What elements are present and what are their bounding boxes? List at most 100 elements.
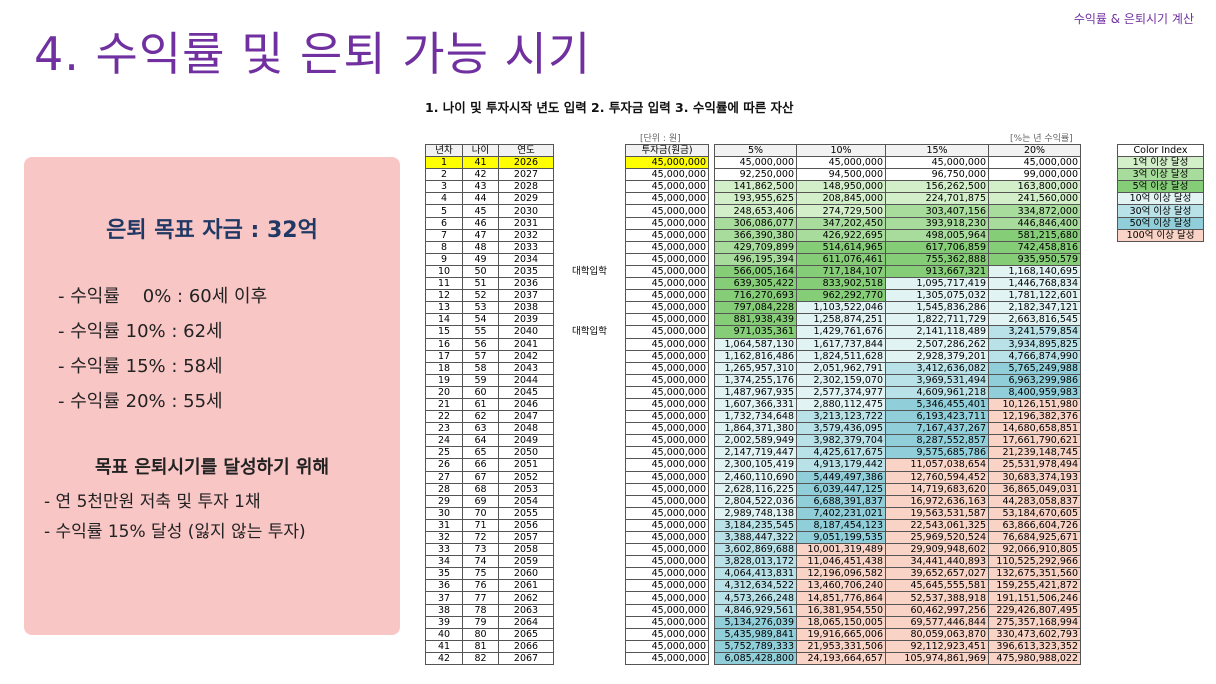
table-cell: 11,046,451,438 (796, 555, 886, 569)
table-cell: 2037 (498, 289, 554, 303)
table-cell: 45,645,555,581 (885, 579, 989, 593)
row: Color Index (1117, 143, 1204, 158)
note (554, 169, 626, 181)
row: 39 79 2064 45,000,000 5,134,276,039 18,065,15… (425, 615, 1081, 629)
table-cell: 45,000,000 (625, 494, 709, 508)
color-index-item: 100억 이상 달성 (1117, 228, 1204, 242)
column-header: 투자금(원금) (625, 143, 709, 158)
table-cell: 274,729,500 (796, 204, 886, 218)
table-cell: 2,880,112,475 (796, 397, 886, 412)
row: 28 68 2053 45,000,000 2,628,116,225 6,039,447… (425, 482, 1081, 496)
table-cell: 64 (462, 434, 499, 448)
table-cell: 69,577,446,844 (885, 615, 989, 629)
note: 대학입학 (572, 265, 607, 277)
table-cell: 38 (425, 603, 463, 617)
table-cell: 30 (425, 506, 463, 520)
note (554, 338, 626, 350)
note (554, 181, 626, 193)
table-cell: 11,057,038,654 (885, 458, 989, 472)
note (554, 483, 626, 495)
table-cell: 41 (425, 639, 463, 653)
table-cell: 76 (462, 579, 499, 593)
table-cell: 73 (462, 543, 499, 557)
table-cell: 92,066,910,805 (988, 543, 1081, 557)
table-cell: 617,706,859 (885, 240, 989, 254)
table-cell: 45,000,000 (625, 240, 709, 254)
spacer (554, 145, 626, 157)
table-cell: 77 (462, 591, 499, 605)
table-cell: 12,760,594,452 (885, 470, 989, 484)
table-cell: 241,560,000 (988, 192, 1081, 206)
table-cell: 2048 (498, 422, 554, 436)
table-cell: 8,187,454,123 (796, 518, 886, 533)
table-cell: 45,000,000 (625, 277, 709, 291)
table-cell: 45,000,000 (625, 264, 709, 279)
table-cell: 2060 (498, 567, 554, 581)
table-cell: 63 (462, 422, 499, 436)
table-cell: 148,950,000 (796, 180, 886, 194)
table-cell: 1,265,957,310 (714, 361, 797, 375)
table-cell: 17 (425, 349, 463, 363)
color-index-item: 50억 이상 달성 (1117, 216, 1204, 230)
note (554, 592, 626, 604)
table-cell: 3,579,436,095 (796, 422, 886, 436)
table-cell: 80,059,063,870 (885, 627, 989, 641)
table-cell: 797,084,228 (714, 301, 797, 315)
table-cell: 1,258,874,251 (796, 313, 886, 327)
table-cell: 45,000,000 (625, 349, 709, 363)
table-cell: 14,851,776,864 (796, 591, 886, 605)
table-cell: 1,781,122,601 (988, 289, 1081, 303)
row: 20 60 2045 45,000,000 1,487,967,935 2,577,374… (425, 385, 1081, 399)
table-cell: 31 (425, 518, 463, 533)
column-header: 20% (988, 143, 1081, 158)
table-cell: 29 (425, 494, 463, 508)
table-cell: 59 (462, 373, 499, 387)
table-cell: 19 (425, 373, 463, 387)
table-cell: 45,000,000 (625, 216, 709, 230)
table-cell: 935,950,579 (988, 252, 1081, 266)
table-cell: 44,283,058,837 (988, 494, 1081, 508)
table-cell: 2,002,589,949 (714, 434, 797, 448)
table-cell: 1,864,371,380 (714, 422, 797, 436)
note (554, 241, 626, 253)
table-cell: 10 (425, 264, 463, 279)
table-cell: 2,460,110,690 (714, 470, 797, 484)
table-cell: 4,766,874,990 (988, 349, 1081, 363)
panel-item: - 연 5천만원 저축 및 투자 1채 (44, 492, 261, 512)
row: 3억 이상 달성 (1117, 168, 1204, 182)
table-cell: 69 (462, 494, 499, 508)
table-cell: 1,487,967,935 (714, 385, 797, 399)
table-cell: 45,000,000 (625, 228, 709, 242)
table-cell: 3,934,895,825 (988, 337, 1081, 351)
header-tag: 수익률 & 은퇴시기 계산 (1073, 12, 1194, 26)
table-cell: 21,953,331,506 (796, 639, 886, 653)
table-cell: 275,357,168,994 (988, 615, 1081, 629)
table-cell: 971,035,361 (714, 325, 797, 339)
row: 17 57 2042 45,000,000 1,162,816,486 1,824,511… (425, 349, 1081, 363)
table-cell: 30,683,374,193 (988, 470, 1081, 484)
table-cell: 303,407,156 (885, 204, 989, 218)
table-cell: 45,000,000 (625, 337, 709, 351)
row: 4 44 2029 45,000,000 193,955,625 208,845,000 2… (425, 192, 1081, 206)
row: 35 75 2060 45,000,000 4,064,413,831 12,196,09… (425, 567, 1081, 581)
note (554, 423, 626, 435)
table-cell: 1,305,075,032 (885, 289, 989, 303)
table-cell: 42 (425, 651, 463, 666)
row: 30 70 2055 45,000,000 2,989,748,138 7,402,231… (425, 506, 1081, 520)
table-cell: 2,989,748,138 (714, 506, 797, 520)
color-index-title: Color Index (1117, 143, 1204, 158)
table-cell: 45,000,000 (625, 410, 709, 424)
note (554, 532, 626, 544)
table-cell: 45,000,000 (625, 204, 709, 218)
note (554, 556, 626, 568)
row: 27 67 2052 45,000,000 2,460,110,690 5,449,497… (425, 470, 1081, 484)
table-cell: 306,086,077 (714, 216, 797, 230)
table-cell: 45,000,000 (625, 639, 709, 653)
note (554, 278, 626, 290)
table-cell: 2050 (498, 446, 554, 460)
row: 24 64 2049 45,000,000 2,002,589,949 3,982,379… (425, 434, 1081, 448)
table-cell: 2055 (498, 506, 554, 520)
slide-title: 4. 수익률 및 은퇴 가능 시기 (34, 27, 592, 81)
table-cell: 45,000,000 (625, 530, 709, 545)
